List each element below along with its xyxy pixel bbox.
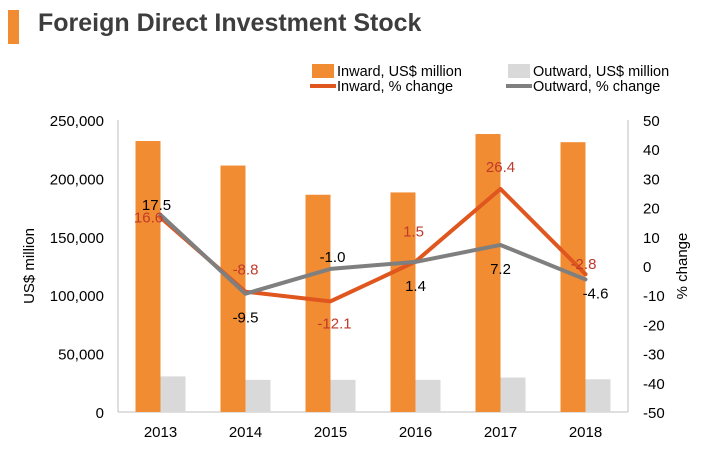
inward-bar bbox=[390, 192, 416, 412]
legend-label: Inward, US$ million bbox=[337, 64, 462, 80]
y2-tick-label: 0 bbox=[643, 259, 651, 276]
y-tick-label: 250,000 bbox=[50, 113, 104, 130]
y-axis-title: US$ million bbox=[21, 228, 38, 304]
outward-bar bbox=[415, 379, 441, 412]
outward-bar bbox=[585, 379, 611, 412]
legend-label: Outward, US$ million bbox=[533, 64, 669, 80]
y2-tick-label: -20 bbox=[643, 317, 665, 334]
y2-tick-label: -50 bbox=[643, 405, 665, 422]
inward-change-label: 26.4 bbox=[486, 159, 515, 176]
outward-change-label: -9.5 bbox=[233, 310, 259, 327]
y2-tick-label: 30 bbox=[643, 171, 660, 188]
legend-label: Inward, % change bbox=[337, 79, 453, 95]
y2-tick-label: 40 bbox=[643, 142, 660, 159]
outward-change-label: -1.0 bbox=[320, 249, 346, 266]
inward-change-label: -12.1 bbox=[317, 315, 351, 332]
x-tick-label: 2016 bbox=[399, 424, 432, 441]
y-tick-label: 100,000 bbox=[50, 288, 104, 305]
outward-change-line bbox=[158, 212, 588, 296]
y2-tick-label: 10 bbox=[643, 230, 660, 247]
outward-bar bbox=[245, 379, 271, 412]
inward-bar bbox=[305, 194, 331, 412]
x-tick-label: 2017 bbox=[484, 424, 517, 441]
legend-label: Outward, % change bbox=[533, 79, 660, 95]
x-tick-label: 2015 bbox=[314, 424, 347, 441]
outward-bar bbox=[500, 377, 526, 412]
y2-tick-label: -30 bbox=[643, 347, 665, 364]
outward-change-label: 1.4 bbox=[405, 278, 426, 295]
outward-bar bbox=[330, 379, 356, 412]
y-tick-label: 0 bbox=[96, 405, 104, 422]
outward-bar bbox=[160, 376, 186, 412]
legend-swatch-inward-bar bbox=[312, 64, 334, 78]
y-tick-label: 50,000 bbox=[58, 347, 104, 364]
inward-change-label: 16.6 bbox=[134, 210, 163, 227]
inward-change-label: 1.5 bbox=[403, 224, 424, 241]
x-tick-label: 2014 bbox=[229, 424, 262, 441]
inward-change-label: -8.8 bbox=[233, 262, 259, 279]
x-tick-label: 2018 bbox=[569, 424, 602, 441]
chart-title: Foreign Direct Investment Stock bbox=[38, 9, 422, 37]
x-tick-label: 2013 bbox=[144, 424, 177, 441]
inward-bar bbox=[135, 141, 161, 413]
y-tick-label: 150,000 bbox=[50, 230, 104, 247]
y-tick-label: 200,000 bbox=[50, 171, 104, 188]
inward-bar bbox=[475, 134, 501, 413]
title-accent-bar bbox=[8, 10, 19, 44]
outward-change-label: 17.5 bbox=[142, 197, 171, 214]
y2-axis-title: % change bbox=[674, 233, 691, 300]
outward-change-label: 7.2 bbox=[490, 261, 511, 278]
legend-swatch-outward-bar bbox=[508, 64, 530, 78]
y2-tick-label: -10 bbox=[643, 288, 665, 305]
y2-tick-label: -40 bbox=[643, 376, 665, 393]
y2-tick-label: 50 bbox=[643, 113, 660, 130]
inward-change-label: -2.8 bbox=[571, 256, 597, 273]
y2-tick-label: 20 bbox=[643, 201, 660, 218]
outward-change-label: -4.6 bbox=[583, 285, 609, 302]
